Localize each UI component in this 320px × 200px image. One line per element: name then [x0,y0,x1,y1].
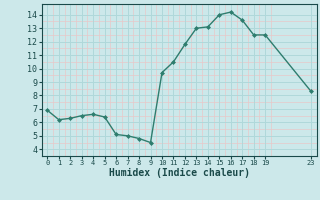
X-axis label: Humidex (Indice chaleur): Humidex (Indice chaleur) [109,168,250,178]
